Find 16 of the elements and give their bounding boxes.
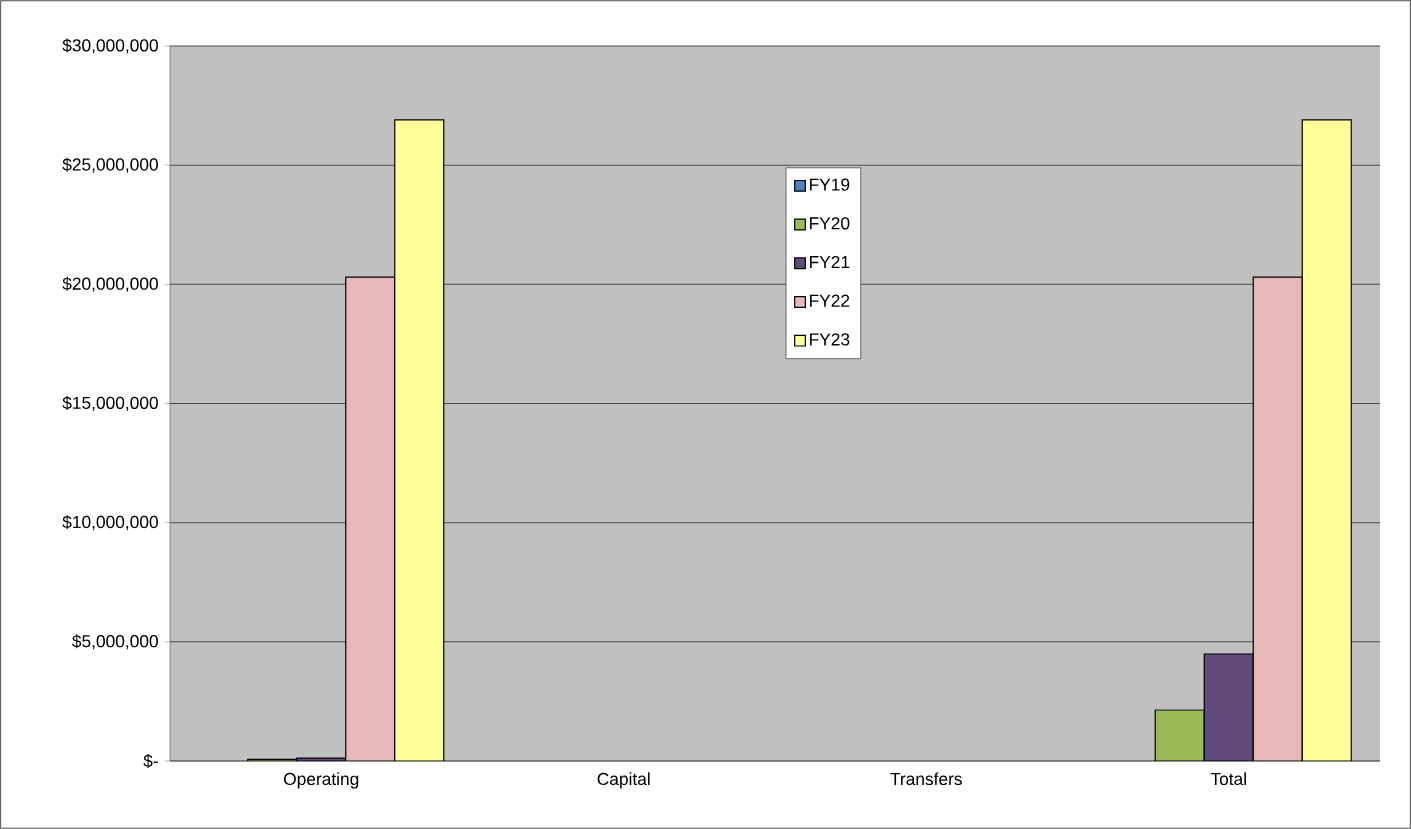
y-tick-label: $- <box>143 753 158 769</box>
legend-label: FY21 <box>810 255 850 268</box>
legend-label: FY22 <box>810 294 850 307</box>
x-tick-label: Transfers <box>890 772 962 786</box>
legend-label: FY19 <box>810 178 850 191</box>
y-tick-label: $30,000,000 <box>62 38 158 54</box>
x-tick-label: Capital <box>597 772 650 789</box>
x-tick-label: Total <box>1210 772 1246 786</box>
y-tick-label: $20,000,000 <box>62 276 158 292</box>
y-tick-label: $5,000,000 <box>72 634 158 650</box>
y-tick-label: $10,000,000 <box>62 515 158 531</box>
legend-label: FY20 <box>810 217 850 230</box>
legend-label: FY23 <box>810 333 850 346</box>
x-tick-label: Operating <box>284 772 359 789</box>
y-tick-label: $25,000,000 <box>62 157 158 173</box>
y-tick-label: $15,000,000 <box>62 395 158 412</box>
